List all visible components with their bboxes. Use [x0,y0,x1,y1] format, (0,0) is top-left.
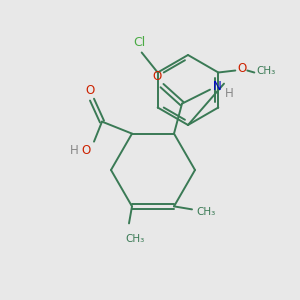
Text: O: O [152,70,162,83]
Text: N: N [213,80,221,93]
Text: O: O [81,144,91,157]
Text: CH₃: CH₃ [196,207,216,218]
Text: O: O [238,62,247,75]
Text: CH₃: CH₃ [125,234,145,244]
Text: H: H [70,144,78,157]
Text: O: O [85,84,94,97]
Text: CH₃: CH₃ [257,67,276,76]
Text: Cl: Cl [134,36,146,49]
Text: H: H [225,87,233,100]
